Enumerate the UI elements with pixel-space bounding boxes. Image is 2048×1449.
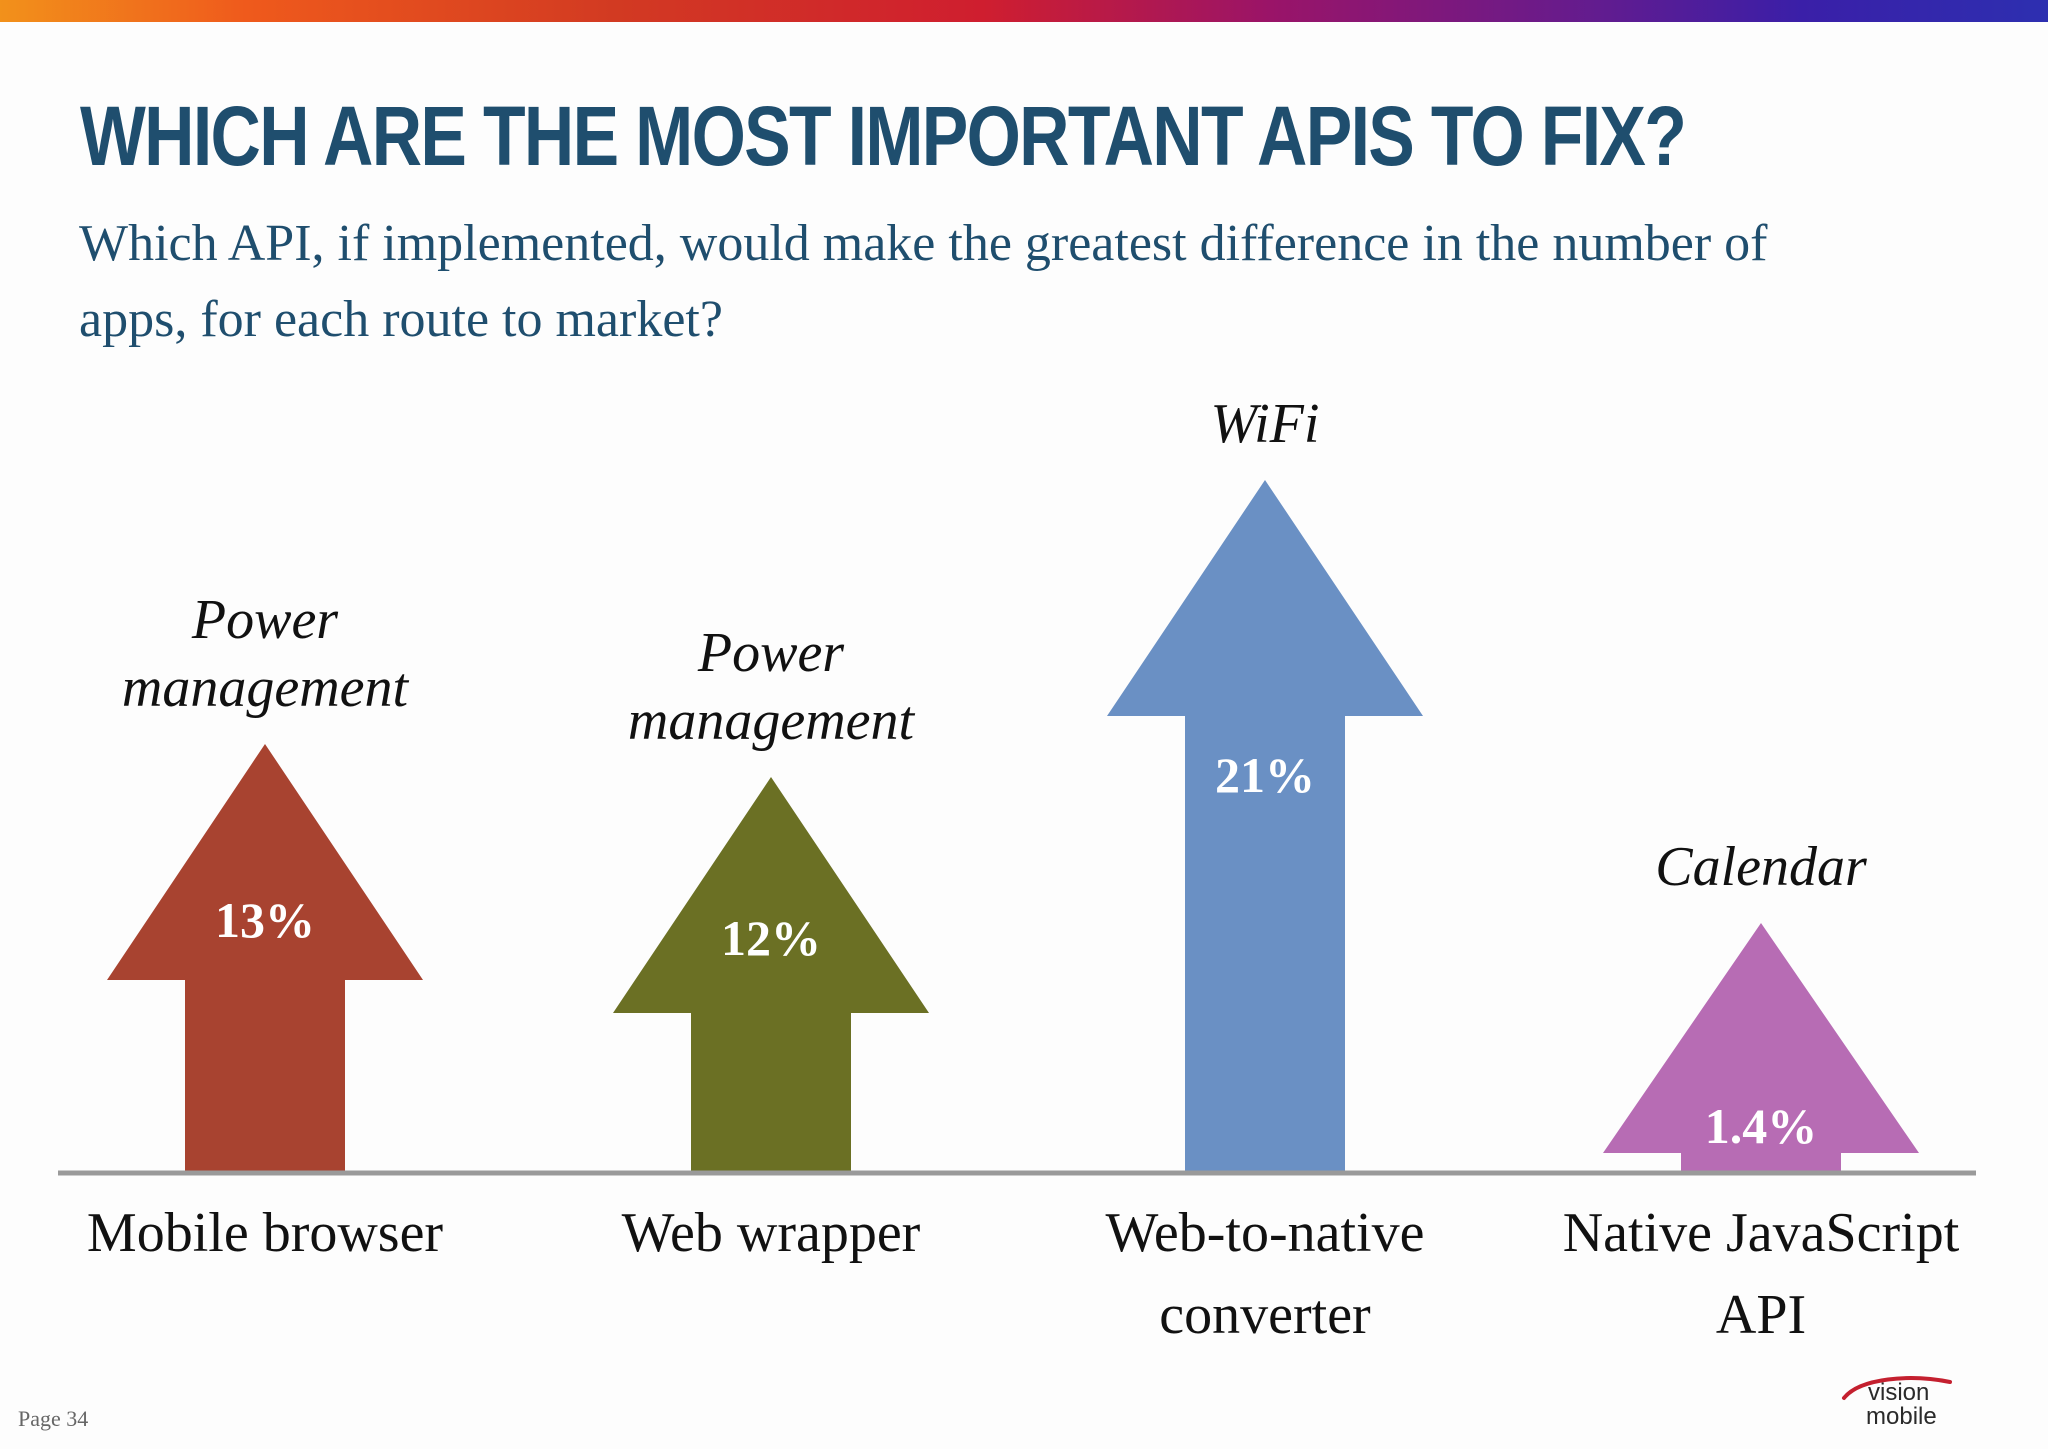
category-label: Mobile browser xyxy=(87,1202,444,1264)
page-subtitle: Which API, if implemented, would make th… xyxy=(79,215,1768,348)
page-title: WHICH ARE THE MOST IMPORTANT APIS TO FIX… xyxy=(80,89,1687,183)
arrow-bar xyxy=(613,777,929,1173)
value-label: 13% xyxy=(215,892,315,948)
api-annotation-label: Power xyxy=(191,589,338,651)
arrow-bar xyxy=(107,744,423,1173)
api-annotation-label: management xyxy=(122,657,410,719)
logo-line-vision: vision xyxy=(1868,1379,1929,1406)
vision-mobile-logo: vision mobile xyxy=(1842,1376,1952,1428)
category-label: Web-to-native xyxy=(1106,1202,1425,1264)
category-label: API xyxy=(1716,1284,1806,1346)
value-label: 21% xyxy=(1215,747,1315,803)
logo-line-mobile: mobile xyxy=(1866,1403,1937,1428)
api-annotation-label: Power xyxy=(697,622,844,684)
api-annotation-label: Calendar xyxy=(1655,836,1867,898)
category-label: converter xyxy=(1159,1284,1371,1346)
category-label: Web wrapper xyxy=(622,1202,921,1264)
value-label: 12% xyxy=(721,910,821,966)
top-gradient-bar xyxy=(0,0,2048,22)
category-label: Native JavaScript xyxy=(1563,1202,1960,1264)
api-annotation-label: WiFi xyxy=(1211,393,1320,455)
api-annotation-label: management xyxy=(628,690,916,752)
value-label: 1.4% xyxy=(1705,1098,1818,1154)
arrow-bar xyxy=(1603,923,1919,1173)
page-number: Page 34 xyxy=(18,1406,89,1431)
arrow-bar xyxy=(1107,480,1423,1173)
